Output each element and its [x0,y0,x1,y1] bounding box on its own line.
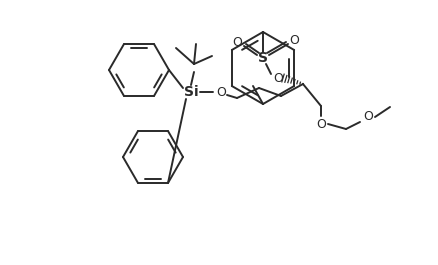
Text: O: O [316,117,326,130]
Text: Si: Si [184,85,198,99]
Text: O: O [216,86,226,99]
Text: S: S [258,51,268,65]
Text: O: O [363,111,373,123]
Text: O: O [289,33,299,46]
Text: O: O [273,72,283,85]
Text: O: O [232,36,242,48]
